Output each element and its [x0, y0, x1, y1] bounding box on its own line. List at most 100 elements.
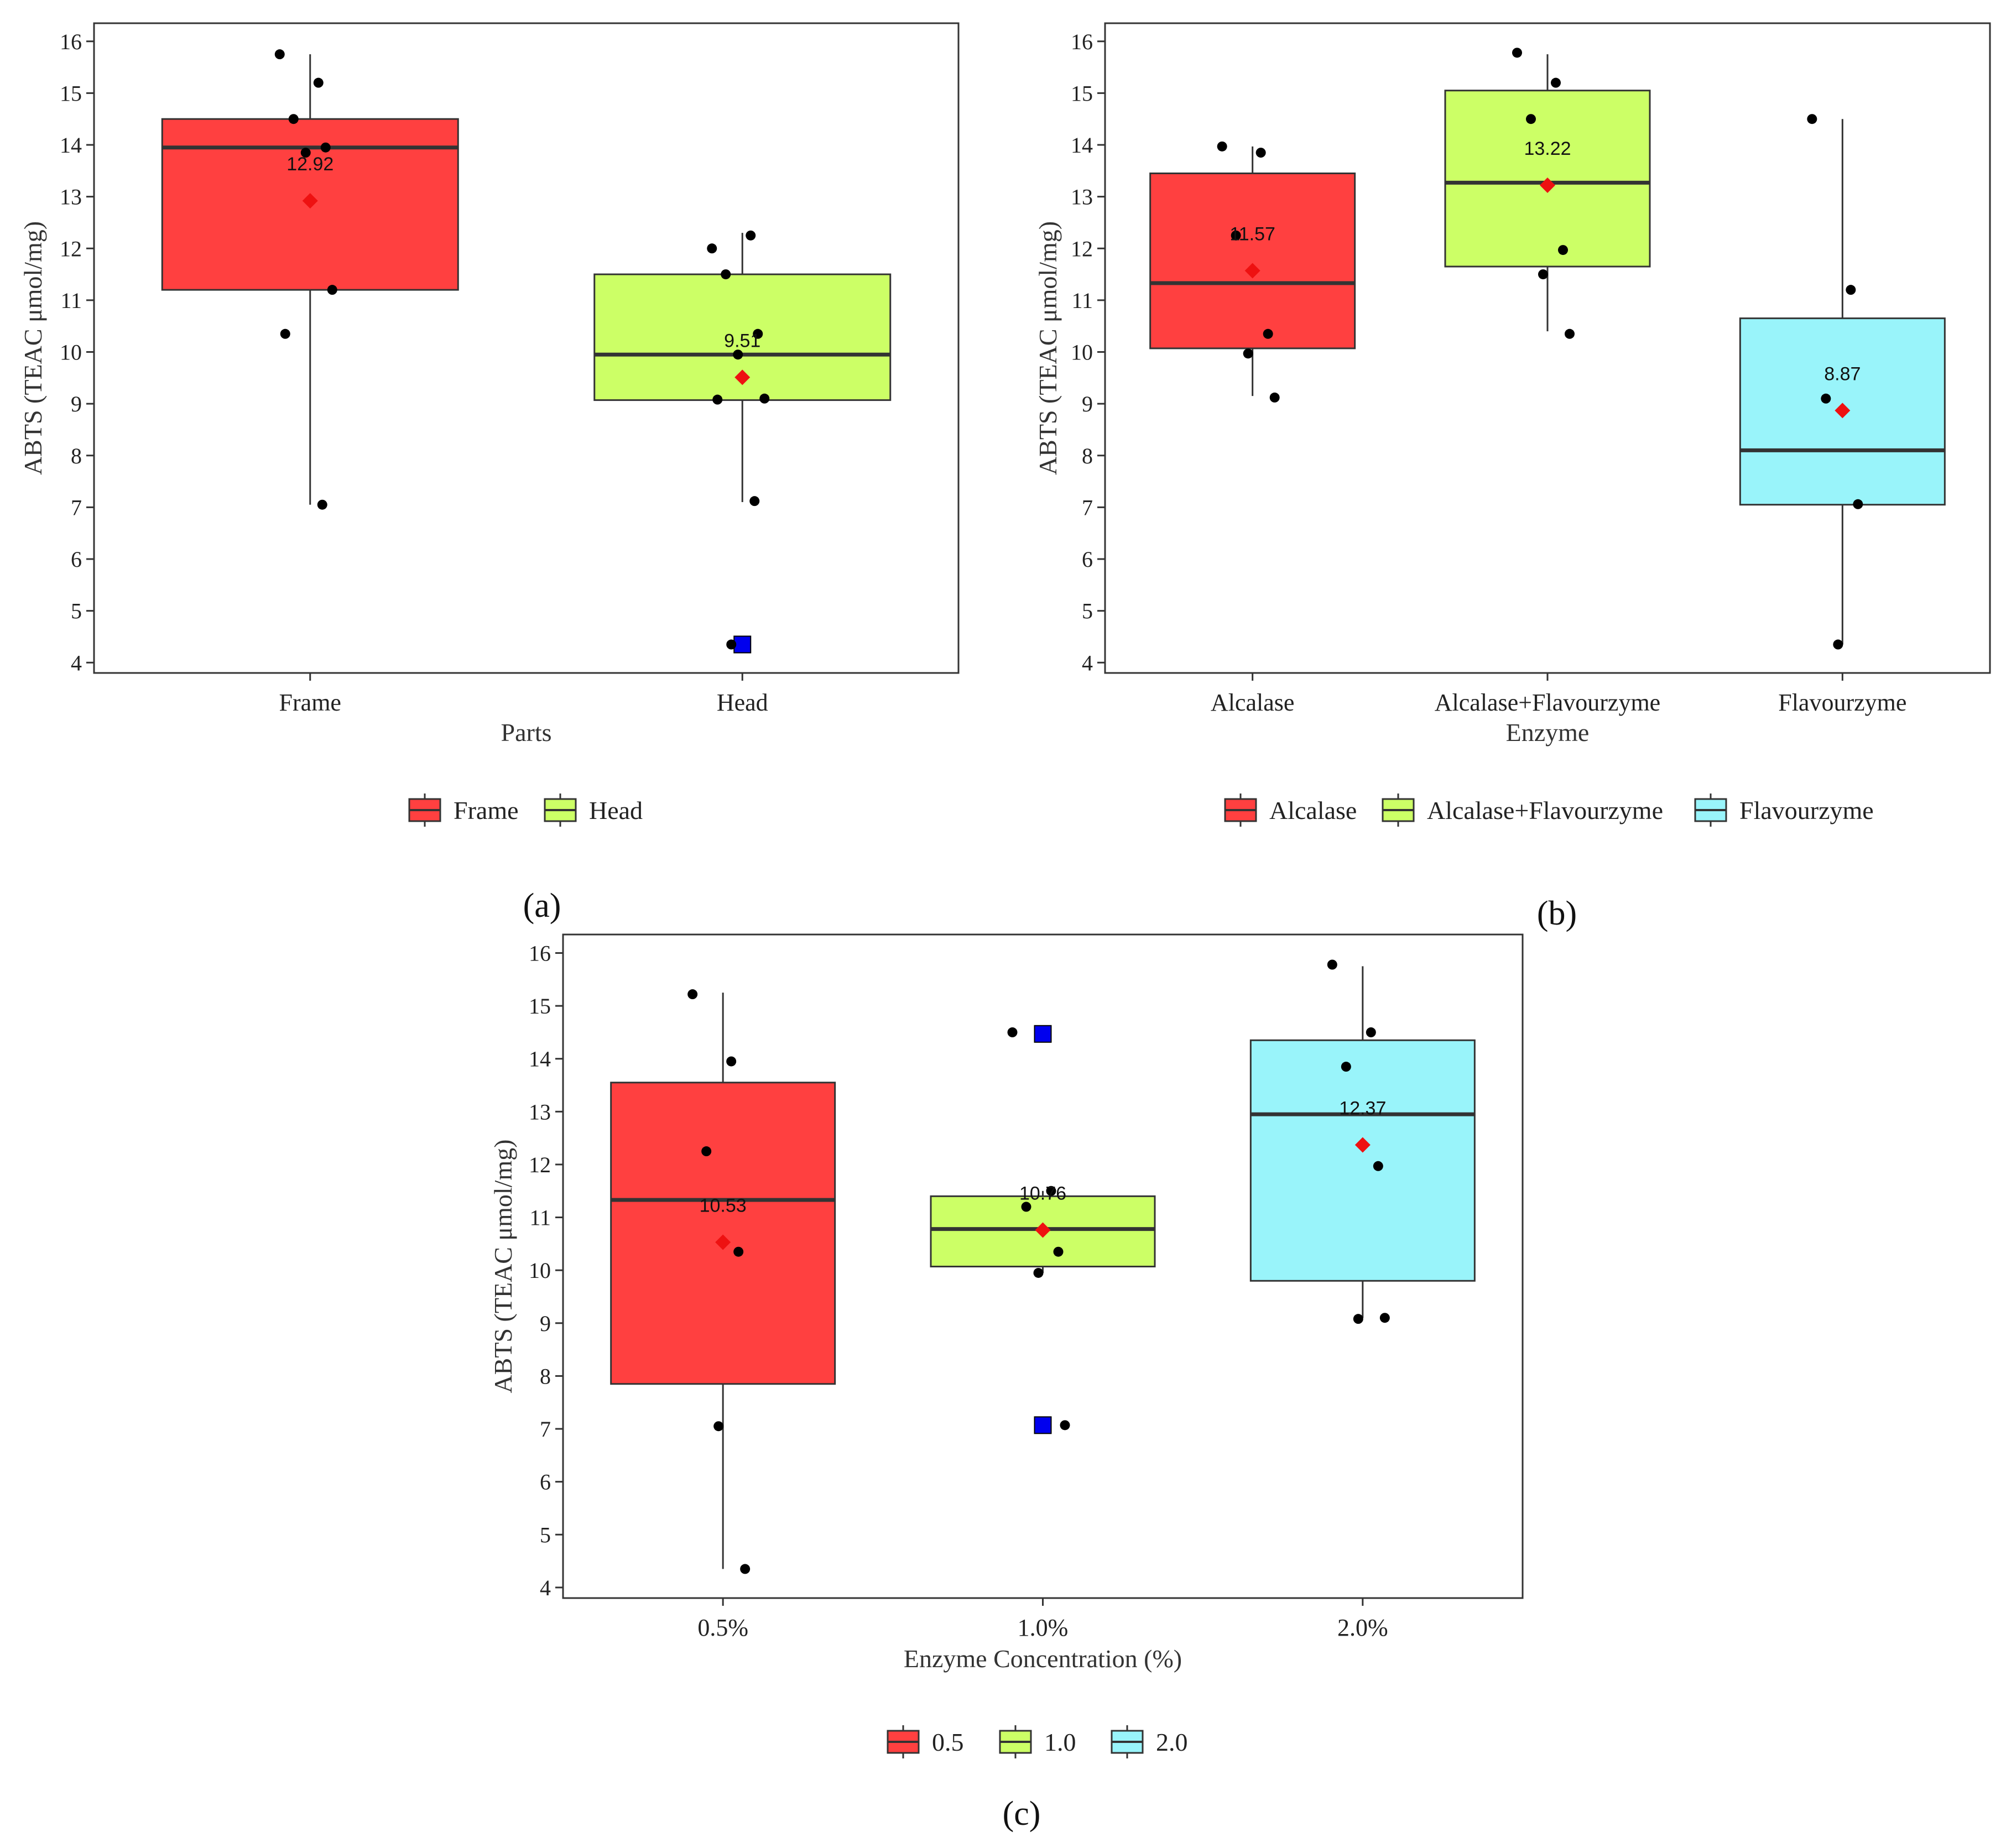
data-point — [1263, 328, 1273, 339]
data-point — [317, 499, 327, 510]
data-point — [1373, 1161, 1383, 1171]
data-point — [726, 639, 737, 650]
y-tick-label: 4 — [540, 1575, 551, 1600]
data-point — [733, 1246, 744, 1257]
data-point — [313, 77, 324, 88]
data-point — [1853, 499, 1863, 509]
y-tick-label: 7 — [71, 495, 82, 520]
data-point — [749, 496, 760, 507]
y-tick-label: 8 — [1082, 443, 1093, 468]
y-tick-label: 4 — [71, 650, 82, 675]
data-point — [721, 269, 731, 280]
y-tick-label: 13 — [1071, 185, 1093, 210]
y-tick-label: 4 — [1082, 650, 1093, 675]
legend-item: Frame — [408, 794, 519, 827]
data-point — [1551, 77, 1561, 88]
y-tick-label: 16 — [1071, 29, 1093, 54]
legend-item: Head — [544, 794, 643, 827]
data-point — [1060, 1420, 1070, 1431]
y-tick-label: 13 — [529, 1099, 551, 1124]
data-point — [1053, 1246, 1064, 1257]
data-point — [1033, 1267, 1044, 1278]
y-tick-label: 11 — [60, 288, 82, 313]
data-point — [1046, 1186, 1056, 1196]
data-point — [1538, 269, 1548, 280]
y-tick-label: 6 — [540, 1470, 551, 1495]
y-tick-label: 8 — [540, 1364, 551, 1388]
y-axis-title: ABTS (TEAC μmol/mg) — [489, 1139, 517, 1393]
data-point — [1821, 393, 1831, 404]
data-point — [1353, 1314, 1363, 1324]
y-tick-label: 10 — [60, 340, 82, 365]
y-tick-label: 11 — [529, 1205, 551, 1230]
x-tick-label: Flavourzyme — [1778, 689, 1906, 716]
mean-label: 8.87 — [1824, 363, 1861, 384]
mean-label: 13.22 — [1524, 138, 1571, 159]
data-point — [1512, 48, 1522, 58]
mean-label: 10.53 — [700, 1195, 747, 1216]
y-tick-label: 9 — [1082, 391, 1093, 416]
legend-label: Alcalase — [1269, 796, 1357, 824]
data-point — [274, 49, 285, 60]
mean-label: 10.76 — [1019, 1183, 1066, 1204]
data-point — [733, 349, 743, 360]
y-tick-label: 13 — [60, 185, 82, 210]
data-point — [1327, 959, 1337, 970]
y-tick-label: 12 — [1071, 236, 1093, 261]
y-tick-label: 14 — [1071, 133, 1093, 158]
data-point — [300, 148, 311, 158]
data-point — [1255, 148, 1266, 158]
y-tick-label: 5 — [71, 599, 82, 624]
chart-panel-1: 4 5 6 7 8 9 10 11 12 13 14 15 16 ABTS (TEAC μmol/mg) 1… — [19, 22, 960, 925]
y-tick-label: 15 — [1071, 81, 1093, 106]
mean-marker — [1835, 403, 1851, 419]
x-tick-label: 2.0% — [1337, 1614, 1388, 1641]
y-tick-label: 7 — [1082, 495, 1093, 520]
y-tick-label: 16 — [60, 29, 82, 54]
y-tick-label: 5 — [540, 1522, 551, 1547]
y-tick-label: 9 — [540, 1311, 551, 1336]
y-tick-label: 8 — [71, 443, 82, 468]
legend-label: Head — [589, 796, 643, 824]
box-iqr — [1249, 1039, 1476, 1282]
x-axis-title: Parts — [501, 718, 552, 746]
data-point — [740, 1564, 751, 1574]
y-tick-label: 16 — [529, 941, 551, 965]
x-axis-title: Enzyme — [1506, 718, 1590, 746]
box-iqr — [930, 1195, 1156, 1267]
y-tick-label: 14 — [60, 133, 82, 158]
data-point — [320, 142, 331, 153]
data-point — [1526, 114, 1536, 124]
data-point — [726, 1056, 737, 1067]
y-tick-label: 5 — [1082, 599, 1093, 624]
legend-label: Frame — [454, 796, 519, 824]
x-tick-label: 0.5% — [697, 1614, 748, 1641]
data-point — [1366, 1027, 1376, 1037]
data-point — [1231, 230, 1241, 241]
chart-panel-2: 4 5 6 7 8 9 10 11 12 13 14 15 16 ABTS (TEAC μmol/mg) 1… — [1034, 22, 1991, 932]
data-point — [701, 1146, 712, 1157]
data-point — [687, 989, 698, 1000]
data-point — [1379, 1313, 1390, 1323]
box-iqr — [610, 1082, 836, 1385]
y-tick-label: 6 — [71, 547, 82, 572]
outlier-marker — [1034, 1025, 1052, 1043]
y-tick-label: 15 — [529, 994, 551, 1019]
x-tick-label: Alcalase+Flavourzyme — [1435, 689, 1660, 716]
data-point — [1565, 328, 1575, 339]
chart-panel-3: 4 5 6 7 8 9 10 11 12 13 14 15 16 ABTS (TEAC μmol/mg) 1… — [489, 933, 1524, 1833]
data-point — [1833, 639, 1843, 650]
x-tick-label: Head — [717, 689, 768, 716]
y-tick-label: 12 — [60, 236, 82, 261]
mean-marker — [1540, 178, 1555, 194]
data-point — [759, 393, 770, 404]
y-tick-label: 10 — [529, 1258, 551, 1283]
data-point — [280, 328, 290, 339]
x-axis-title: Enzyme Concentration (%) — [904, 1645, 1182, 1673]
mean-label: 12.37 — [1339, 1098, 1386, 1119]
data-point — [1007, 1027, 1018, 1037]
y-tick-label: 6 — [1082, 547, 1093, 572]
y-tick-label: 10 — [1071, 340, 1093, 365]
data-point — [1341, 1062, 1351, 1072]
legend-label: Alcalase+Flavourzyme — [1427, 796, 1663, 824]
